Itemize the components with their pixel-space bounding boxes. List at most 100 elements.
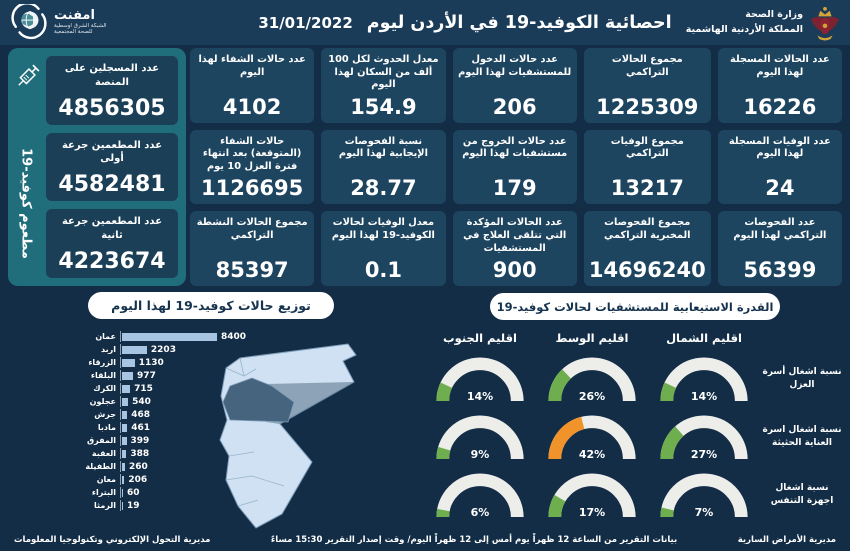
ministry-block: وزارة الصحة المملكة الأردنية الهاشمية	[686, 2, 842, 43]
vaccination-card-value: 4223674	[58, 249, 166, 275]
stat-card-label: عدد الفحوصات التراكمي لهذا اليوم	[733, 217, 827, 242]
bar-category-label: مادبا	[97, 423, 116, 432]
report-date: 31/01/2022	[258, 13, 353, 32]
bar	[122, 423, 128, 432]
bar-category-label: الزرقاء	[88, 358, 116, 367]
bar-track: 399	[120, 435, 384, 446]
gauge: 27%	[648, 408, 760, 466]
gauge-arc	[436, 357, 524, 402]
bar-row: الكرك 715	[82, 383, 384, 394]
stat-card: عدد حالات الخروج من مستشفيات لهذا اليوم 1…	[452, 129, 577, 205]
gauge-value: 27%	[690, 448, 718, 461]
bar-row: الزرقاء 1130	[82, 357, 384, 368]
vaccination-card-label: عدد المطعمين جرعة أولى	[61, 139, 163, 165]
bar-value-label: 19	[127, 500, 140, 511]
vaccination-card-value: 4856305	[58, 95, 166, 121]
gauge-arc	[548, 415, 636, 460]
bar	[122, 397, 129, 406]
gauge-value: 14%	[466, 390, 494, 403]
map-internal-borders	[225, 357, 285, 507]
gauge: 26%	[536, 350, 648, 408]
capacity-row-label: نسبة اشغال اسرة العناية الحثيثة	[762, 424, 842, 449]
stat-card-value: 28.77	[350, 176, 417, 201]
logo-name: امفنت	[54, 7, 95, 23]
jordan-map	[196, 336, 372, 534]
bar-track: 206	[120, 474, 384, 485]
bar-value-label: 540	[132, 396, 151, 407]
stat-card: عدد الفحوصات التراكمي لهذا اليوم 56399	[717, 211, 842, 286]
gauge-arc	[660, 415, 748, 460]
gauge-arc	[660, 473, 748, 518]
capacity-region-header: اقليم الجنوب	[443, 331, 517, 345]
bar-value-label: 60	[127, 487, 140, 498]
stat-card: معدل الحدوث لكل 100 ألف من السكان لهذا ا…	[321, 48, 446, 123]
gauge-arc	[436, 415, 524, 460]
stat-card-label: عدد حالات الشفاء لهذا اليوم	[198, 54, 306, 78]
bar-value-label: 206	[128, 474, 148, 485]
stat-card-label: مجموع الفحوصات المخبرية التراكمي	[604, 217, 691, 242]
bar-track: 8400	[120, 331, 384, 342]
gauge: 7%	[648, 466, 760, 524]
bar-row: البتراء 60	[82, 487, 384, 498]
vaccination-card-label: عدد المطعمين جرعة ثانية	[61, 216, 163, 241]
bar-value-label: 388	[130, 448, 150, 459]
bar-value-label: 715	[134, 383, 153, 394]
bar-track: 461	[120, 422, 384, 433]
stat-card-label: عدد الوفيات المسجلة لهذا اليوم	[728, 135, 831, 160]
stat-card: نسبة الفحوصات الإيجابية لهذا اليوم 28.77	[321, 129, 446, 205]
logo-subtitle-1: الشبكة الشرق اوسطية	[54, 23, 107, 30]
stat-card-value: 0.1	[364, 257, 403, 282]
stat-card: مجموع الحالات التراكمي 1225309	[583, 48, 711, 123]
bar-track: 468	[120, 409, 384, 420]
bar-category-label: العقبة	[91, 449, 116, 458]
capacity-row-label: نسبة اشغال أسرة العزل	[762, 366, 842, 391]
bar-row: جرش 468	[82, 409, 384, 420]
gauge-arc	[548, 357, 636, 402]
stat-card-value: 16226	[743, 94, 817, 119]
stat-card-label: معدل الحدوث لكل 100 ألف من السكان لهذا ا…	[328, 54, 439, 91]
bar-value-label: 977	[137, 370, 156, 381]
title-block: احصائية الكوفيد-19 في الأردن ليوم 31/01/…	[220, 0, 710, 45]
bar-row: عمان 8400	[82, 331, 384, 342]
stat-card-label: عدد حالات الخروج من مستشفيات لهذا اليوم	[462, 135, 568, 160]
capacity-region-header: اقليم الوسط	[555, 331, 629, 345]
ministry-line1: وزارة الصحة	[745, 9, 803, 21]
bar-track: 2203	[120, 344, 384, 355]
gauge: 14%	[648, 350, 760, 408]
stat-card: عدد الحالات المسجلة لهذا اليوم 16226	[717, 48, 842, 123]
stat-card-value: 206	[492, 94, 537, 119]
vaccinated-covid19-vertical-label: مطعوم كوفيد-19	[18, 148, 34, 259]
gauge: 42%	[536, 408, 648, 466]
gauge-value: 26%	[578, 390, 606, 403]
vaccination-card: عدد المطعمين جرعة أولى 4582481	[46, 132, 178, 202]
capacity-corner-spacer	[760, 326, 844, 350]
bar-category-label: معان	[96, 475, 116, 484]
bar	[122, 449, 127, 458]
jordan-coat-of-arms-icon	[810, 6, 840, 40]
bar-value-label: 8400	[221, 331, 247, 342]
bar-row: المفرق 399	[82, 435, 384, 446]
stat-card: معدل الوفيات لحالات الكوفيد-19 لهذا اليو…	[321, 211, 446, 286]
stat-card-value: 1225309	[596, 94, 699, 119]
distribution-chart-title: توزيع حالات كوفيد-19 لهذا اليوم	[88, 292, 334, 319]
stat-card-value: 14696240	[588, 257, 706, 282]
syringe-icon	[14, 62, 42, 94]
header: امفنت الشبكة الشرق اوسطية للصحة المجتمعي…	[0, 0, 850, 45]
bar	[122, 475, 125, 484]
footer-center: بيانات التقرير من الساعة 12 ظهراً يوم أم…	[270, 534, 678, 545]
stat-card-label: مجموع الوفيات التراكمي	[610, 135, 684, 160]
bar-category-label: جرش	[94, 410, 116, 419]
bar	[122, 384, 131, 393]
vaccination-cards: عدد المسجلين على المنصة 4856305 عدد المطعم…	[46, 56, 178, 279]
stat-card: عدد حالات الشفاء لهذا اليوم 4102	[190, 48, 315, 123]
gauge-value: 14%	[690, 390, 718, 403]
gauge: 6%	[424, 466, 536, 524]
stat-card-value: 85397	[215, 257, 289, 282]
gauge-arc	[436, 473, 524, 518]
stat-card-value: 1126695	[200, 176, 304, 201]
stat-card-value: 4102	[222, 94, 282, 119]
vaccination-card: عدد المطعمين جرعة ثانية 4223674	[46, 209, 178, 279]
stat-card-label: مجموع الحالات النشطة التراكمي	[196, 217, 308, 242]
bar-track: 388	[120, 448, 384, 459]
